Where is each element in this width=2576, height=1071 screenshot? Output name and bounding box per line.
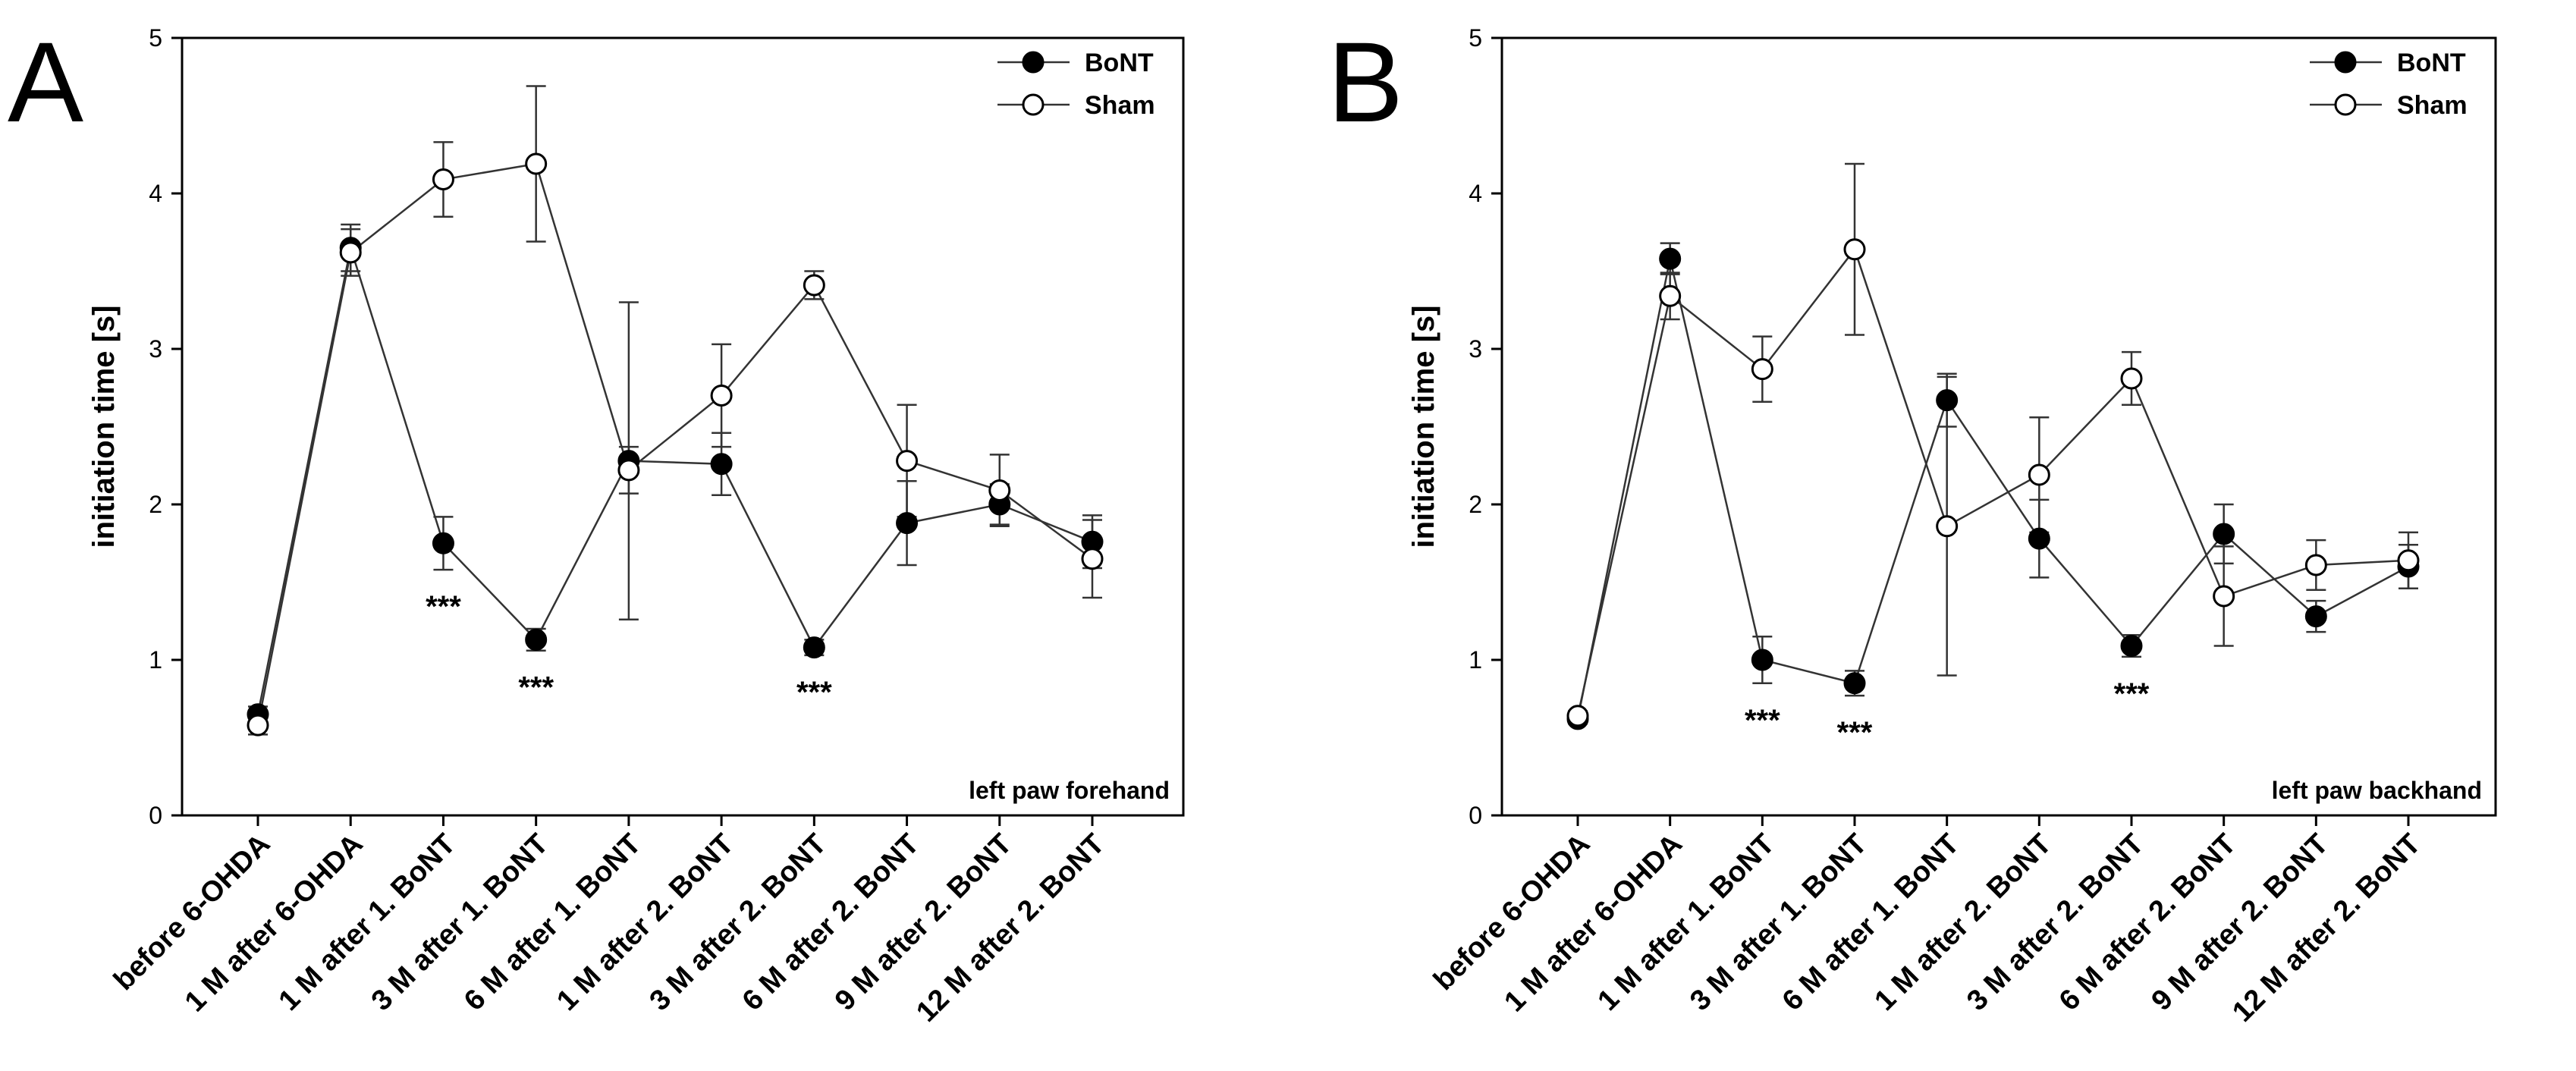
significance-marker: *** (518, 671, 554, 705)
series-line-sham (1576, 247, 2409, 717)
x-tick-label: 9 M after 2. BoNT (829, 828, 1018, 1017)
y-tick-label: 0 (1469, 802, 1482, 829)
data-point-bont (2213, 523, 2235, 545)
legend-label: BoNT (2397, 49, 2466, 77)
data-point-sham (525, 152, 548, 175)
data-point-bont (1936, 389, 1959, 412)
x-tick-label: 1 M after 6-OHDA (179, 828, 369, 1019)
data-point-sham (988, 479, 1011, 502)
y-tick-label: 5 (1469, 24, 1482, 52)
data-point-bont (1843, 672, 1866, 695)
data-point-sham (1843, 238, 1866, 261)
x-tick-label: 1 M after 1. BoNT (1592, 828, 1781, 1017)
legend-label: Sham (1085, 91, 1155, 120)
data-point-sham (1081, 548, 1104, 570)
data-point-sham (1566, 705, 1589, 727)
data-point-bont (525, 628, 548, 651)
data-point-bont (1659, 247, 1682, 270)
data-point-bont (1751, 649, 1773, 671)
x-tick-label: 12 M after 2. BoNT (910, 828, 1111, 1029)
panel-letter: B (1327, 18, 1403, 146)
data-point-sham (2397, 549, 2420, 572)
legend-marker (2334, 51, 2357, 74)
y-tick-label: 1 (1469, 646, 1482, 674)
data-point-bont (432, 532, 454, 554)
x-tick-label: 3 M after 2. BoNT (644, 828, 833, 1017)
series-line-bont (1576, 258, 2409, 720)
series-line-bont (256, 247, 1093, 715)
y-tick-label: 3 (149, 335, 162, 363)
x-tick-label: 3 M after 2. BoNT (1961, 828, 2150, 1017)
y-tick-label: 2 (149, 491, 162, 518)
data-point-sham (896, 450, 919, 473)
y-axis-label: initiation time [s] (87, 306, 121, 548)
significance-marker: *** (426, 590, 461, 623)
data-point-sham (1751, 358, 1773, 381)
data-point-sham (2120, 367, 2143, 390)
plot-frame (1500, 36, 2497, 817)
data-point-bont (2304, 605, 2327, 628)
y-tick-label: 4 (149, 180, 162, 207)
x-tick-label: before 6-OHDA (1428, 828, 1596, 997)
legend-marker (2334, 93, 2357, 116)
y-tick-label: 4 (1469, 180, 1482, 207)
x-tick-label: 6 M after 2. BoNT (2053, 828, 2242, 1017)
data-point-sham (2304, 554, 2327, 576)
y-tick-label: 2 (1469, 491, 1482, 518)
data-point-sham (2028, 463, 2050, 486)
legend-label: BoNT (1085, 49, 1154, 77)
data-point-sham (617, 459, 640, 482)
y-tick-label: 5 (149, 24, 162, 52)
x-tick-label: before 6-OHDA (108, 828, 276, 997)
legend-marker (1022, 51, 1045, 74)
significance-marker: *** (2114, 677, 2150, 711)
x-tick-label: 9 M after 2. BoNT (2146, 828, 2335, 1017)
legend-label: Sham (2397, 91, 2468, 120)
data-point-sham (1659, 284, 1682, 307)
data-point-sham (1936, 515, 1959, 538)
y-axis-label: initiation time [s] (1407, 306, 1440, 548)
data-point-sham (2213, 585, 2235, 608)
x-tick-label: 1 M after 6-OHDA (1498, 828, 1689, 1019)
data-point-sham (803, 274, 825, 297)
data-point-bont (2028, 527, 2050, 550)
data-point-sham (247, 714, 269, 737)
data-point-bont (896, 512, 919, 535)
legend-marker (1022, 93, 1045, 116)
series-line-sham (256, 162, 1093, 726)
x-tick-label: 1 M after 2. BoNT (551, 828, 740, 1017)
x-tick-label: 6 M after 1. BoNT (458, 828, 647, 1017)
x-tick-label: 6 M after 2. BoNT (737, 828, 925, 1017)
data-point-bont (2120, 635, 2143, 658)
x-tick-label: 6 M after 1. BoNT (1776, 828, 1965, 1017)
panel-annotation: left paw forehand (969, 777, 1170, 804)
x-tick-label: 1 M after 2. BoNT (1869, 828, 2058, 1017)
data-point-sham (710, 385, 733, 407)
x-tick-label: 3 M after 1. BoNT (366, 828, 554, 1017)
y-tick-label: 1 (149, 646, 162, 674)
panel-annotation: left paw backhand (2272, 777, 2482, 804)
y-tick-label: 0 (149, 802, 162, 829)
significance-marker: *** (1837, 716, 1873, 749)
data-point-bont (710, 453, 733, 476)
plot-frame (181, 36, 1185, 817)
data-point-bont (803, 636, 825, 659)
significance-marker: *** (1745, 704, 1780, 737)
data-point-sham (339, 241, 362, 264)
data-point-sham (432, 168, 454, 191)
panel-letter: A (8, 18, 83, 146)
y-tick-label: 3 (1469, 335, 1482, 363)
significance-marker: *** (796, 676, 832, 709)
x-tick-label: 1 M after 1. BoNT (273, 828, 462, 1017)
x-tick-label: 3 M after 1. BoNT (1684, 828, 1873, 1017)
